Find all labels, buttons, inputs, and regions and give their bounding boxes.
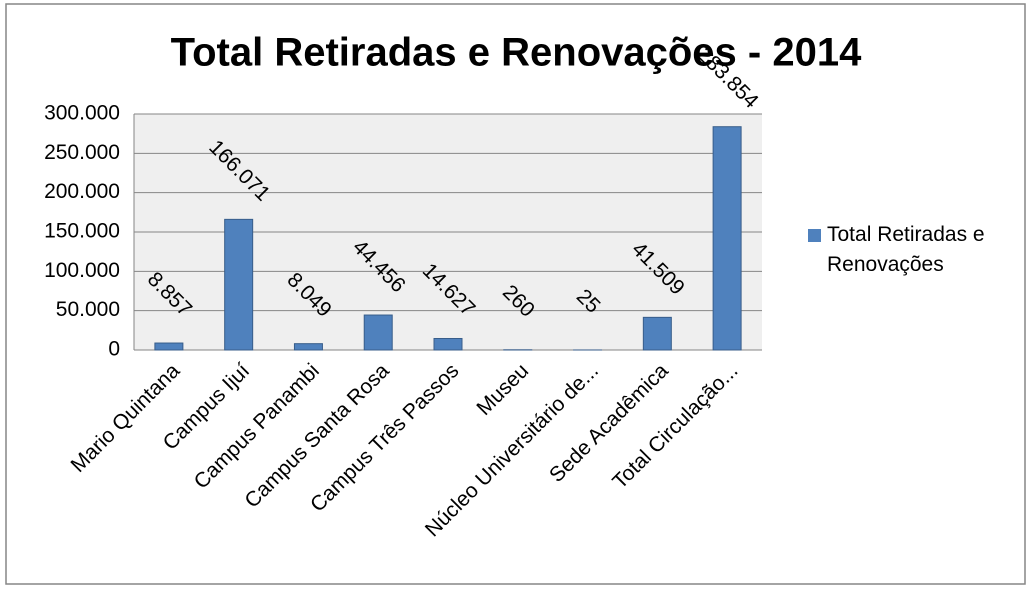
bar — [712, 126, 742, 351]
chart-title: Total Retiradas e Renovações - 2014 — [171, 31, 862, 75]
y-tick-label: 200.000 — [44, 180, 120, 203]
bar — [154, 342, 184, 351]
y-tick-label: 300.000 — [44, 102, 120, 125]
legend-label: Total Retiradas e Renovações — [827, 223, 985, 276]
bar — [224, 218, 254, 351]
bar — [642, 316, 672, 351]
y-tick-label: 150.000 — [44, 220, 120, 243]
y-tick-label: 0 — [108, 338, 120, 361]
y-tick-label: 100.000 — [44, 259, 120, 282]
y-tick-label: 50.000 — [56, 298, 120, 321]
bar — [293, 343, 323, 351]
bar — [363, 314, 393, 351]
y-tick-label: 250.000 — [44, 141, 120, 164]
legend: Total Retiradas e Renovações — [808, 220, 1023, 280]
bar — [433, 337, 463, 351]
legend-swatch — [808, 229, 821, 242]
